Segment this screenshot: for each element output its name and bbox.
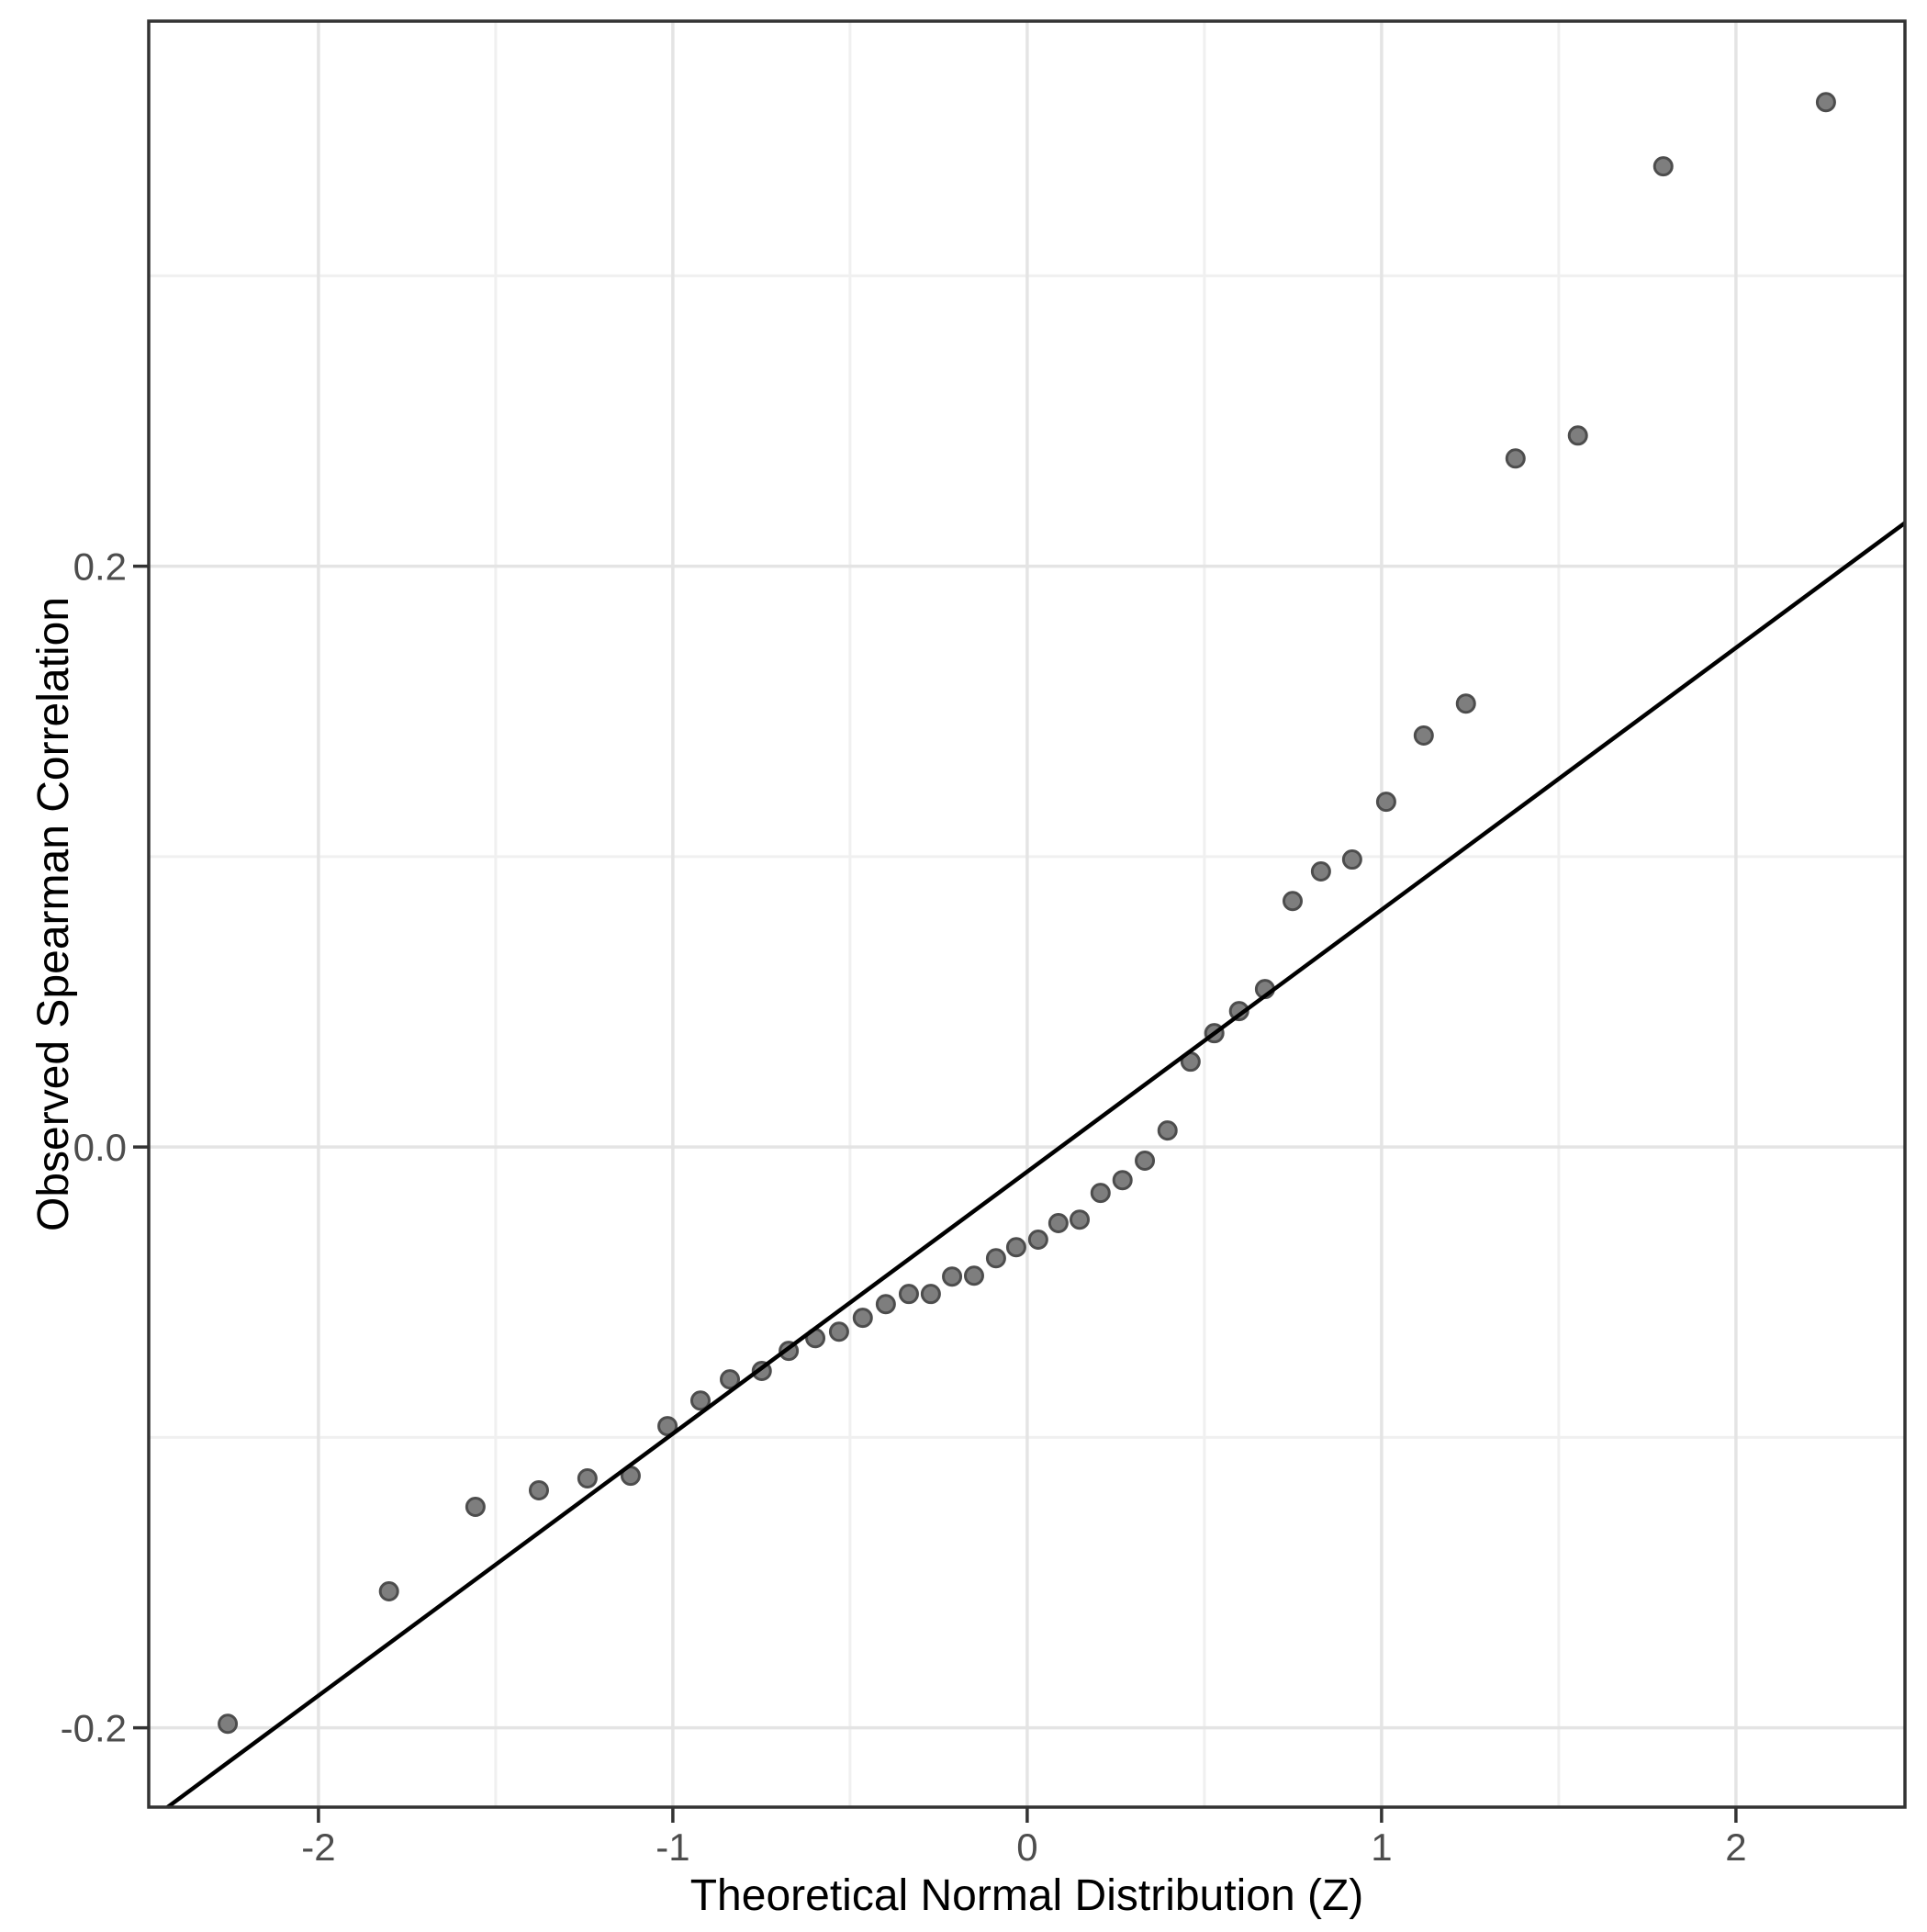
qq-point	[985, 1248, 1006, 1269]
qq-point	[657, 1416, 678, 1437]
qq-point	[898, 1284, 919, 1305]
qq-point	[1090, 1183, 1111, 1204]
qq-point	[1653, 156, 1674, 177]
qq-point	[528, 1479, 549, 1500]
qq-point	[1310, 861, 1331, 882]
qq-point	[1455, 693, 1476, 714]
x-tick-label: 2	[1725, 1825, 1746, 1869]
qq-point	[689, 1390, 711, 1411]
qq-point	[1282, 891, 1303, 912]
qq-point	[942, 1266, 963, 1287]
qq-point	[465, 1496, 486, 1517]
qq-point	[963, 1265, 984, 1286]
qq-point	[1112, 1170, 1133, 1191]
qq-point	[852, 1308, 873, 1329]
qq-point	[828, 1321, 849, 1342]
qq-point	[1815, 92, 1836, 113]
x-axis-title: Theoretical Normal Distribution (Z)	[690, 1871, 1364, 1920]
qq-point	[1157, 1120, 1178, 1141]
x-tick-label: 1	[1371, 1825, 1392, 1869]
qq-point	[1027, 1230, 1048, 1251]
x-tick-label: -1	[655, 1825, 689, 1869]
qq-point	[378, 1581, 399, 1602]
qq-point	[1505, 448, 1526, 469]
y-tick-label: 0.2	[73, 545, 127, 589]
qq-point	[1135, 1151, 1156, 1172]
qq-reference-line	[166, 521, 1907, 1809]
qq-point	[720, 1369, 741, 1390]
y-tick-label: 0.0	[73, 1126, 127, 1169]
x-tick-label: -2	[301, 1825, 335, 1869]
x-tick-label: 0	[1016, 1825, 1037, 1869]
qq-point	[1070, 1209, 1091, 1230]
qq-point	[218, 1713, 239, 1735]
qq-point	[1341, 849, 1362, 871]
qq-point	[1048, 1213, 1069, 1234]
y-axis-title: Observed Spearman Correlation	[29, 597, 78, 1231]
qq-point	[1413, 725, 1434, 746]
qq-point	[875, 1294, 896, 1315]
qq-point	[1375, 792, 1396, 813]
qq-point	[920, 1284, 941, 1305]
qq-point	[1567, 425, 1588, 446]
qq-point	[1005, 1237, 1026, 1258]
y-tick-label: -0.2	[61, 1707, 127, 1750]
qq-point	[577, 1467, 598, 1488]
